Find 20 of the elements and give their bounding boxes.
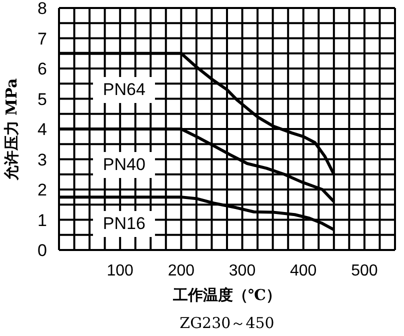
y-tick-label: 4 xyxy=(38,120,47,140)
y-tick-label: 6 xyxy=(38,60,47,79)
y-tick-label: 2 xyxy=(38,180,47,200)
x-tick-label: 200 xyxy=(168,262,195,280)
series-label: PN40 xyxy=(93,152,156,178)
x-tick-label: 300 xyxy=(228,262,256,280)
x-tick-label: 400 xyxy=(290,262,317,280)
y-tick-label: 0 xyxy=(38,241,47,260)
y-tick-label: 8 xyxy=(38,0,47,18)
y-tick-label: 3 xyxy=(38,150,47,170)
y-tick-label: 7 xyxy=(38,29,47,48)
x-axis-title: 工作温度（℃） xyxy=(172,286,282,305)
x-tick-label: 100 xyxy=(106,262,134,280)
series-label: PN16 xyxy=(93,211,156,238)
x-tick-label: 500 xyxy=(351,262,378,280)
y-tick-label: 1 xyxy=(38,210,47,230)
series-label: PN64 xyxy=(93,76,156,103)
y-axis-title: 允许压力 MPa xyxy=(2,78,22,180)
y-tick-label: 5 xyxy=(38,90,47,109)
text: ZG230～450 xyxy=(178,314,276,333)
